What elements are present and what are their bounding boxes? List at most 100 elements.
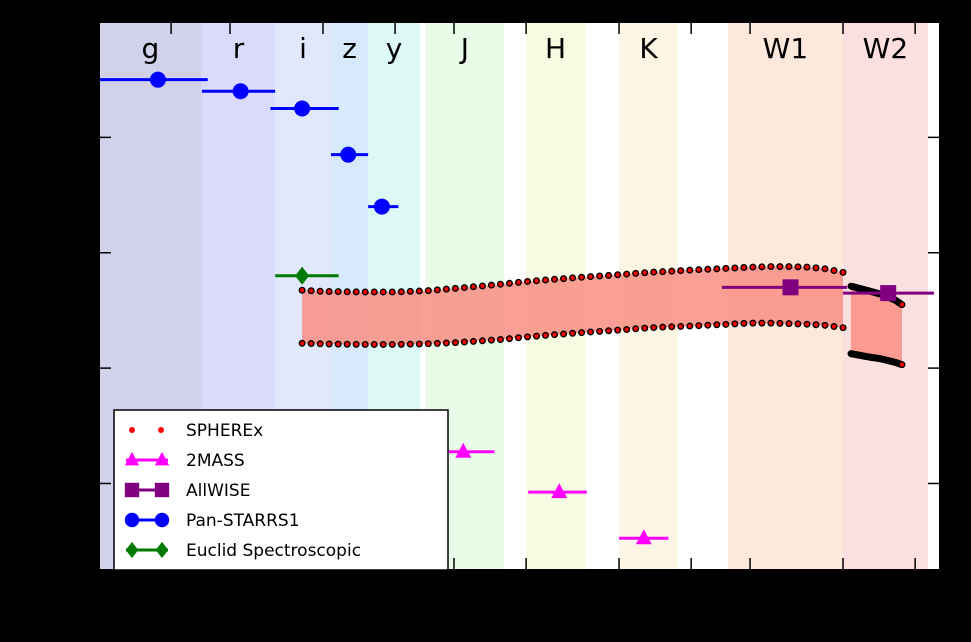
- y-tick-label: 22: [62, 126, 90, 151]
- band-label-g: g: [142, 32, 160, 65]
- spherex-point: [352, 340, 360, 348]
- x-tick-label: 2.5: [674, 578, 709, 603]
- x-axis-label: Wavelength (μm): [389, 603, 648, 638]
- legend-item-2mass: 2MASS: [124, 451, 245, 471]
- spherex-point: [496, 280, 504, 288]
- spherex-point: [659, 268, 667, 276]
- legend-item-allwise: AllWISE: [124, 481, 250, 501]
- spherex-point: [641, 269, 649, 277]
- spherex-point: [370, 340, 378, 348]
- spherex-point: [821, 265, 829, 273]
- spherex-point: [352, 288, 360, 296]
- spherex-point: [614, 326, 622, 334]
- spherex-point: [379, 288, 387, 296]
- spherex-point: [334, 340, 342, 348]
- band-label-w1: W1: [763, 32, 809, 65]
- spherex-point: [704, 321, 712, 329]
- spherex-point: [325, 340, 333, 348]
- legend-marker: [158, 427, 164, 433]
- spherex-point: [424, 340, 432, 348]
- x-tick-label: 1.2: [436, 578, 471, 603]
- legend: SPHEREx 2MASS AllWISE Pan-STARRS1 Euclid Spe…: [113, 409, 449, 571]
- spherex-point: [803, 320, 811, 328]
- band-label-h: H: [545, 32, 566, 65]
- spherex-point: [460, 284, 468, 292]
- spherex-point: [370, 288, 378, 296]
- legend-label: AllWISE: [186, 481, 250, 501]
- x-tick-label: 3.0: [733, 578, 768, 603]
- data-point: [294, 100, 311, 117]
- spherex-point: [668, 323, 676, 331]
- spherex-point: [397, 288, 405, 296]
- spherex-point: [343, 288, 351, 296]
- spherex-point: [307, 287, 315, 295]
- spherex-point: [722, 264, 730, 272]
- spherex-point: [767, 319, 775, 327]
- data-point: [455, 442, 472, 458]
- spherex-point: [569, 329, 577, 337]
- y-tick-label: 18: [62, 357, 90, 382]
- spherex-point: [316, 340, 324, 348]
- spherex-point: [695, 266, 703, 274]
- spherex-point: [596, 327, 604, 335]
- y-tick-label: 24: [62, 11, 90, 36]
- spherex-point: [632, 269, 640, 277]
- plot-frame: [98, 21, 941, 571]
- spherex-point: [343, 340, 351, 348]
- spherex-point: [659, 323, 667, 331]
- spherex-point: [668, 267, 676, 275]
- spherex-point: [686, 266, 694, 274]
- spherex-sensitivity-band: [298, 263, 906, 369]
- spherex-point: [749, 319, 757, 327]
- band-label-z: z: [342, 32, 357, 65]
- spherex-point: [542, 276, 550, 284]
- spherex-point: [551, 331, 559, 339]
- series-pan-starrs1: [99, 71, 399, 215]
- spherex-point: [307, 340, 315, 348]
- spherex-point: [812, 321, 820, 329]
- spherex-point: [677, 267, 685, 275]
- x-tick-label: 1.0: [378, 578, 413, 603]
- spherex-point: [469, 283, 477, 291]
- spherex-point: [334, 288, 342, 296]
- spherex-point: [812, 264, 820, 272]
- spherex-point: [569, 274, 577, 282]
- spherex-point: [695, 322, 703, 330]
- spherex-point: [388, 288, 396, 296]
- spherex-point: [442, 339, 450, 347]
- spherex-point: [704, 265, 712, 273]
- x-tick-label: 2.0: [602, 578, 637, 603]
- spherex-point: [785, 320, 793, 328]
- x-tick-label: 4.0: [826, 578, 861, 603]
- spherex-point: [587, 273, 595, 281]
- spherex-point: [587, 328, 595, 336]
- spherex-point: [731, 320, 739, 328]
- spherex-point: [442, 285, 450, 293]
- spherex-point: [605, 327, 613, 335]
- legend-marker: [154, 512, 170, 528]
- spherex-point: [839, 268, 847, 276]
- spherex-point: [451, 284, 459, 292]
- legend-label: SPHEREx: [186, 421, 263, 441]
- legend-marker: [124, 482, 140, 498]
- legend-marker: [154, 451, 170, 466]
- spherex-point: [514, 278, 522, 286]
- y-axis-ticks: 16 18 20 22 24: [62, 11, 940, 497]
- spherex-point: [623, 325, 631, 333]
- spherex-point: [560, 275, 568, 283]
- filter-band-labels: g r i z y J H K W1 W2: [142, 32, 909, 65]
- spherex-point: [415, 287, 423, 295]
- legend-marker: [125, 541, 139, 559]
- spherex-point: [776, 319, 784, 327]
- x-tick-label: 0.4: [82, 578, 117, 603]
- legend-label: 2MASS: [186, 451, 245, 471]
- series-allwise: [721, 279, 934, 302]
- band-label-i: i: [299, 32, 307, 65]
- spherex-point: [451, 339, 459, 347]
- spherex-point: [767, 263, 775, 271]
- spherex-point: [523, 277, 531, 285]
- data-point: [551, 483, 568, 499]
- band-label-k: K: [639, 32, 658, 65]
- y-tick-label: 16: [62, 472, 90, 497]
